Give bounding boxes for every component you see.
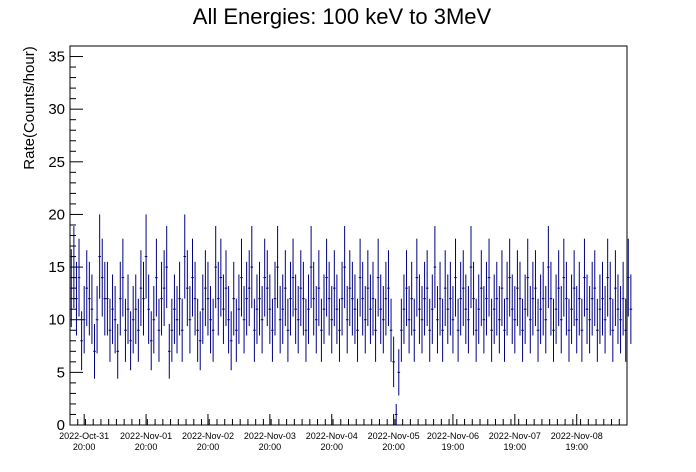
x-tick-label: 2022-Nov-03	[244, 431, 296, 441]
x-tick-label: 20:00	[382, 442, 405, 452]
x-tick-label: 2022-Nov-02	[182, 431, 234, 441]
plot-frame	[69, 45, 628, 426]
x-tick-label: 2022-Nov-07	[489, 431, 541, 441]
x-tick-label: 2022-Nov-05	[368, 431, 420, 441]
y-tick-label: 25	[48, 154, 65, 171]
x-tick-label: 2022-Nov-01	[120, 431, 172, 441]
x-tick-label: 2022-Nov-06	[427, 431, 479, 441]
y-tick-label: 10	[48, 312, 65, 329]
x-tick-label: 20:00	[320, 442, 343, 452]
x-tick-label: 2022-Oct-31	[59, 431, 109, 441]
x-axis: 2022-Oct-3120:002022-Nov-0120:002022-Nov…	[59, 414, 620, 452]
y-axis-label: Rate(Counts/hour)	[21, 46, 38, 169]
x-tick-label: 19:00	[442, 442, 465, 452]
x-tick-label: 2022-Nov-08	[551, 431, 603, 441]
y-tick-label: 30	[48, 101, 65, 118]
y-tick-label: 15	[48, 259, 65, 276]
x-tick-label: 19:00	[504, 442, 527, 452]
data-series	[70, 214, 633, 425]
x-tick-label: 20:00	[197, 442, 220, 452]
y-tick-label: 0	[57, 417, 65, 434]
y-axis: 0 5 10 15 20 25 30 35	[48, 45, 83, 434]
x-tick-label: 2022-Nov-04	[306, 431, 358, 441]
x-tick-label: 19:00	[565, 442, 588, 452]
x-tick-label: 20:00	[259, 442, 282, 452]
x-tick-label: 20:00	[73, 442, 96, 452]
y-tick-label: 5	[57, 364, 65, 381]
chart-title: All Energies: 100 keV to 3MeV	[193, 4, 492, 29]
y-tick-label: 20	[48, 206, 65, 223]
y-tick-label: 35	[48, 49, 65, 66]
x-tick-label: 20:00	[135, 442, 158, 452]
